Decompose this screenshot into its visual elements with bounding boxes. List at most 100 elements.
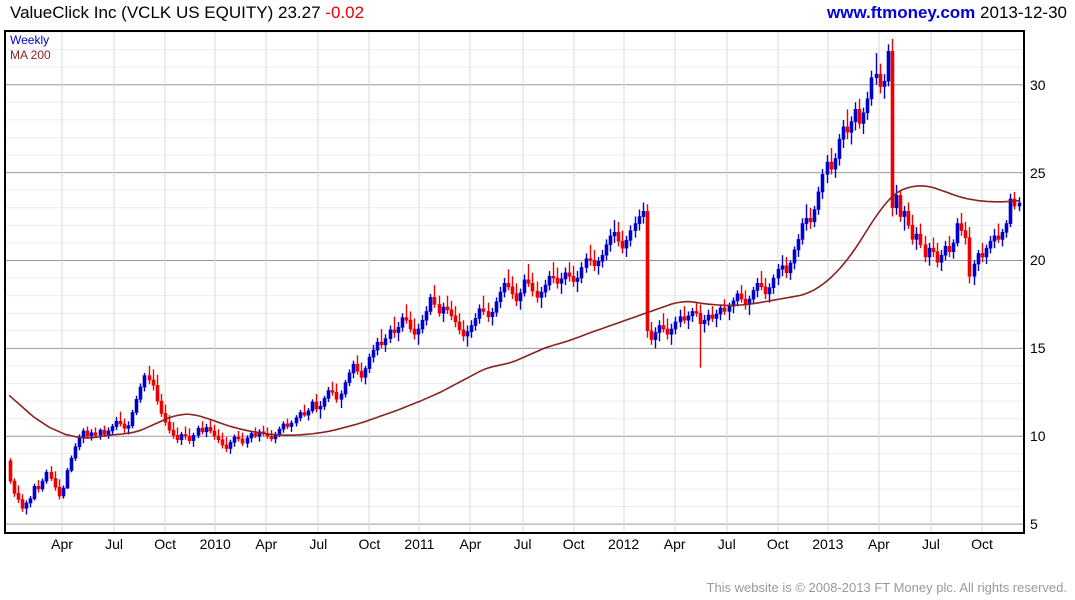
chart-legend: Weekly MA 200 xyxy=(10,33,51,63)
chart-plot-area[interactable] xyxy=(4,30,1025,534)
candle-body xyxy=(923,244,928,258)
candle-body xyxy=(457,321,462,331)
candle-body xyxy=(102,429,107,435)
candle-body xyxy=(175,435,180,441)
candle-body xyxy=(796,239,801,251)
candle-body xyxy=(637,216,642,224)
candle-body xyxy=(755,283,760,291)
candle-body xyxy=(400,317,405,328)
candle-body xyxy=(845,126,850,133)
candle-body xyxy=(228,442,233,449)
instrument-name: ValueClick Inc (VCLK US EQUITY) xyxy=(10,3,274,22)
candle-body xyxy=(514,293,519,302)
x-axis-tick-label: Jul xyxy=(513,536,532,552)
candle-body xyxy=(686,315,691,321)
header-right: www.ftmoney.com 2013-12-30 xyxy=(827,3,1067,23)
candle-body xyxy=(506,283,511,288)
candle-body xyxy=(702,319,707,325)
candle-body xyxy=(898,195,903,217)
candle-body xyxy=(322,398,327,407)
candle-body xyxy=(767,287,772,295)
candle-body xyxy=(927,247,932,258)
candle-body xyxy=(220,439,225,446)
candle-body xyxy=(490,312,495,318)
candle-body xyxy=(886,51,891,82)
candle-body xyxy=(110,426,115,432)
candle-body xyxy=(253,433,258,437)
candle-body xyxy=(420,319,425,330)
candle-body xyxy=(298,412,303,419)
candle-body xyxy=(85,430,90,437)
candle-body xyxy=(191,435,196,441)
candle-body xyxy=(363,368,368,378)
candle-body xyxy=(294,417,299,424)
candle-body xyxy=(579,267,584,279)
candle-body xyxy=(473,318,478,326)
candle-body xyxy=(935,251,940,263)
candle-body xyxy=(722,307,727,312)
candle-body xyxy=(1017,202,1022,207)
candle-body xyxy=(829,161,834,170)
chart-header: ValueClick Inc (VCLK US EQUITY) 23.27 -0… xyxy=(0,0,1075,28)
y-axis-tick-label: 30 xyxy=(1030,76,1046,93)
x-axis-tick-label: Apr xyxy=(51,536,73,552)
ma-200-line xyxy=(8,185,1020,439)
site-link[interactable]: www.ftmoney.com xyxy=(827,3,976,22)
candle-body xyxy=(302,412,307,416)
candle-body xyxy=(694,311,699,314)
candle-body xyxy=(232,436,237,443)
candle-body xyxy=(914,233,919,240)
candle-body xyxy=(878,73,883,87)
x-axis-tick-label: 2012 xyxy=(608,536,640,552)
candle-body xyxy=(551,275,556,279)
candle-body xyxy=(310,401,315,412)
candle-body xyxy=(285,423,290,427)
candle-body xyxy=(865,98,870,114)
y-axis-tick-label: 25 xyxy=(1030,164,1046,181)
candle-body xyxy=(608,235,613,245)
candle-body xyxy=(751,290,756,300)
candle-body xyxy=(869,77,874,100)
candle-body xyxy=(837,138,842,159)
candle-body xyxy=(718,307,723,315)
candle-body xyxy=(481,308,486,312)
candle-body xyxy=(665,328,670,335)
candle-body xyxy=(269,435,274,440)
candle-body xyxy=(477,308,482,319)
candle-body xyxy=(122,423,127,429)
y-axis-tick-label: 10 xyxy=(1030,428,1046,445)
candle-body xyxy=(106,430,111,435)
candle-body xyxy=(163,413,168,423)
candle-body xyxy=(367,356,372,369)
candle-body xyxy=(641,210,646,217)
candle-body xyxy=(65,470,70,489)
candle-body xyxy=(894,195,899,209)
candle-body xyxy=(976,253,981,265)
candle-body xyxy=(249,433,254,439)
candle-body xyxy=(461,329,466,337)
candle-body xyxy=(196,428,201,436)
candle-body xyxy=(543,284,548,293)
candle-body xyxy=(563,272,568,280)
candle-body xyxy=(616,232,621,242)
candle-body xyxy=(240,438,245,444)
x-axis-tick-label: 2013 xyxy=(812,536,844,552)
candle-body xyxy=(661,325,666,330)
x-axis-tick-label: Jul xyxy=(717,536,736,552)
candle-body xyxy=(657,325,662,333)
candle-body xyxy=(216,435,221,441)
candle-body xyxy=(61,487,66,497)
candle-body xyxy=(743,298,748,305)
candle-body xyxy=(951,242,956,252)
candle-body xyxy=(347,372,352,383)
candle-body xyxy=(167,421,172,431)
candle-body xyxy=(20,499,25,509)
candle-body xyxy=(910,225,915,240)
candle-body xyxy=(441,306,446,314)
candle-body xyxy=(371,349,376,358)
candle-body xyxy=(32,486,37,499)
candle-body xyxy=(306,410,311,416)
candle-body xyxy=(130,412,135,426)
legend-ma200: MA 200 xyxy=(10,48,51,62)
